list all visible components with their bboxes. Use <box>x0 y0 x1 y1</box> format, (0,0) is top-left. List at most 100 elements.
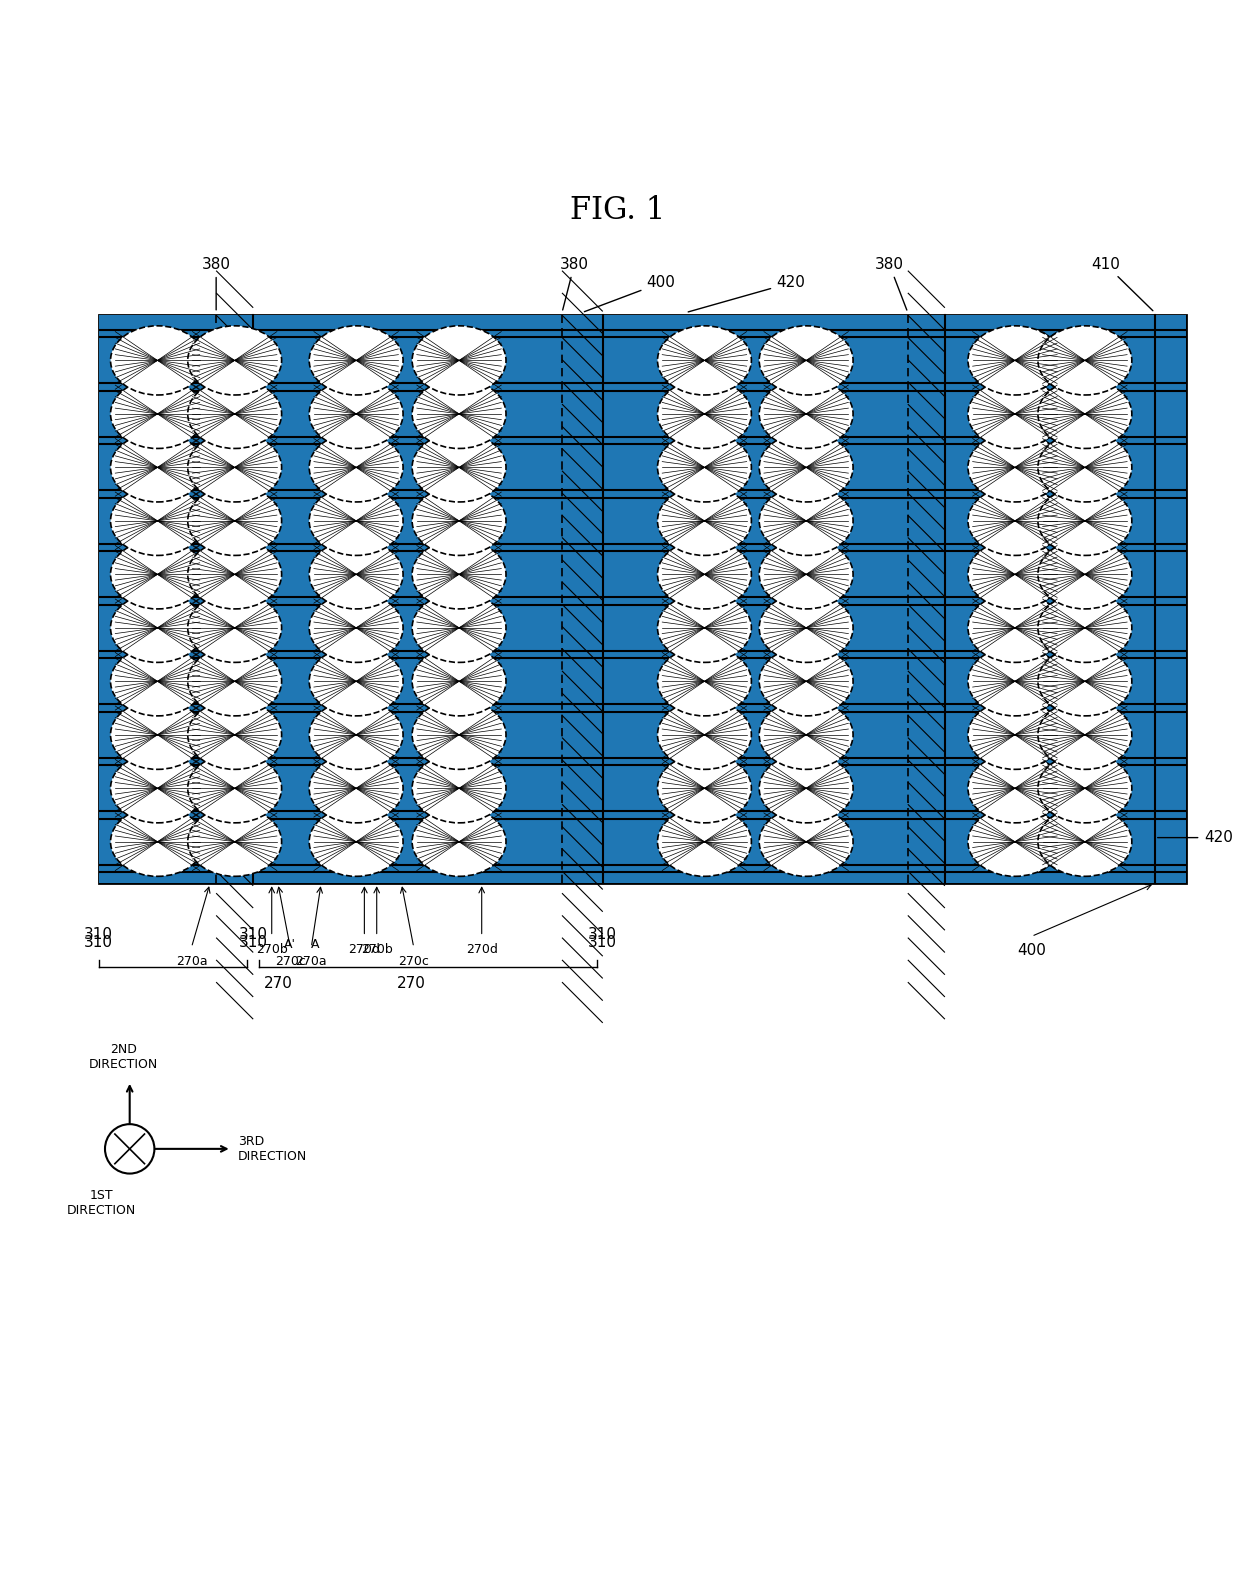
Ellipse shape <box>968 433 1061 502</box>
Ellipse shape <box>110 700 205 769</box>
Text: 1ST
DIRECTION: 1ST DIRECTION <box>67 1189 136 1218</box>
Ellipse shape <box>110 433 205 502</box>
Text: FIG. 1: FIG. 1 <box>570 195 665 226</box>
Text: 420: 420 <box>1204 830 1233 846</box>
Ellipse shape <box>968 806 1061 877</box>
Ellipse shape <box>968 326 1061 395</box>
Ellipse shape <box>309 486 403 555</box>
Ellipse shape <box>412 326 506 395</box>
Ellipse shape <box>968 646 1061 715</box>
Bar <box>99 315 1185 883</box>
Ellipse shape <box>412 433 506 502</box>
Ellipse shape <box>412 646 506 715</box>
Ellipse shape <box>412 806 506 877</box>
Ellipse shape <box>187 326 281 395</box>
Text: 310: 310 <box>84 935 113 951</box>
Ellipse shape <box>657 700 751 769</box>
Ellipse shape <box>657 646 751 715</box>
Text: 400: 400 <box>1017 943 1045 957</box>
Ellipse shape <box>759 646 853 715</box>
Ellipse shape <box>657 326 751 395</box>
Ellipse shape <box>309 700 403 769</box>
Ellipse shape <box>1038 433 1132 502</box>
Ellipse shape <box>759 380 853 449</box>
Ellipse shape <box>110 326 205 395</box>
Ellipse shape <box>187 540 281 609</box>
Ellipse shape <box>187 380 281 449</box>
Bar <box>99 315 1185 883</box>
Ellipse shape <box>759 806 853 877</box>
Ellipse shape <box>657 753 751 822</box>
Ellipse shape <box>110 806 205 877</box>
Ellipse shape <box>759 593 853 662</box>
Ellipse shape <box>309 806 403 877</box>
Text: 270d: 270d <box>348 943 381 956</box>
Text: 380: 380 <box>559 257 589 311</box>
Ellipse shape <box>309 540 403 609</box>
Ellipse shape <box>309 593 403 662</box>
Ellipse shape <box>1038 646 1132 715</box>
Ellipse shape <box>309 433 403 502</box>
Ellipse shape <box>110 380 205 449</box>
Text: 270: 270 <box>397 976 425 992</box>
Text: 270c: 270c <box>275 956 306 968</box>
Ellipse shape <box>187 700 281 769</box>
Ellipse shape <box>1038 326 1132 395</box>
Ellipse shape <box>657 593 751 662</box>
Ellipse shape <box>1038 380 1132 449</box>
Text: 380: 380 <box>202 257 231 311</box>
Ellipse shape <box>968 593 1061 662</box>
Ellipse shape <box>412 486 506 555</box>
Ellipse shape <box>1038 486 1132 555</box>
Ellipse shape <box>759 753 853 822</box>
Ellipse shape <box>187 646 281 715</box>
Text: 270c: 270c <box>398 956 429 968</box>
Text: 270b: 270b <box>255 943 288 956</box>
Ellipse shape <box>657 380 751 449</box>
Ellipse shape <box>657 433 751 502</box>
Ellipse shape <box>412 380 506 449</box>
Text: A: A <box>311 938 319 951</box>
Text: 400: 400 <box>584 276 676 312</box>
Ellipse shape <box>309 326 403 395</box>
Text: 310: 310 <box>588 935 618 951</box>
Text: A': A' <box>284 938 296 951</box>
Ellipse shape <box>187 593 281 662</box>
Text: 270b: 270b <box>361 943 393 956</box>
Ellipse shape <box>187 753 281 822</box>
Ellipse shape <box>309 380 403 449</box>
Ellipse shape <box>968 753 1061 822</box>
Text: 2ND
DIRECTION: 2ND DIRECTION <box>89 1043 159 1072</box>
Text: 270: 270 <box>263 976 293 992</box>
Ellipse shape <box>105 1123 155 1174</box>
Ellipse shape <box>657 806 751 877</box>
Text: 270a: 270a <box>295 956 327 968</box>
Ellipse shape <box>110 593 205 662</box>
Text: 310: 310 <box>239 927 268 941</box>
Ellipse shape <box>187 806 281 877</box>
Ellipse shape <box>187 433 281 502</box>
Text: 380: 380 <box>874 257 906 311</box>
Ellipse shape <box>759 540 853 609</box>
Ellipse shape <box>968 540 1061 609</box>
Ellipse shape <box>412 700 506 769</box>
Ellipse shape <box>759 700 853 769</box>
Text: 270a: 270a <box>176 956 207 968</box>
Ellipse shape <box>412 540 506 609</box>
Ellipse shape <box>110 540 205 609</box>
Ellipse shape <box>187 486 281 555</box>
Ellipse shape <box>759 326 853 395</box>
Ellipse shape <box>412 753 506 822</box>
Text: 310: 310 <box>588 927 618 941</box>
Ellipse shape <box>1038 593 1132 662</box>
Ellipse shape <box>968 486 1061 555</box>
Ellipse shape <box>657 540 751 609</box>
Ellipse shape <box>110 646 205 715</box>
Ellipse shape <box>110 753 205 822</box>
Ellipse shape <box>759 433 853 502</box>
Ellipse shape <box>1038 540 1132 609</box>
Ellipse shape <box>1038 700 1132 769</box>
Ellipse shape <box>309 646 403 715</box>
Ellipse shape <box>968 380 1061 449</box>
Ellipse shape <box>968 700 1061 769</box>
